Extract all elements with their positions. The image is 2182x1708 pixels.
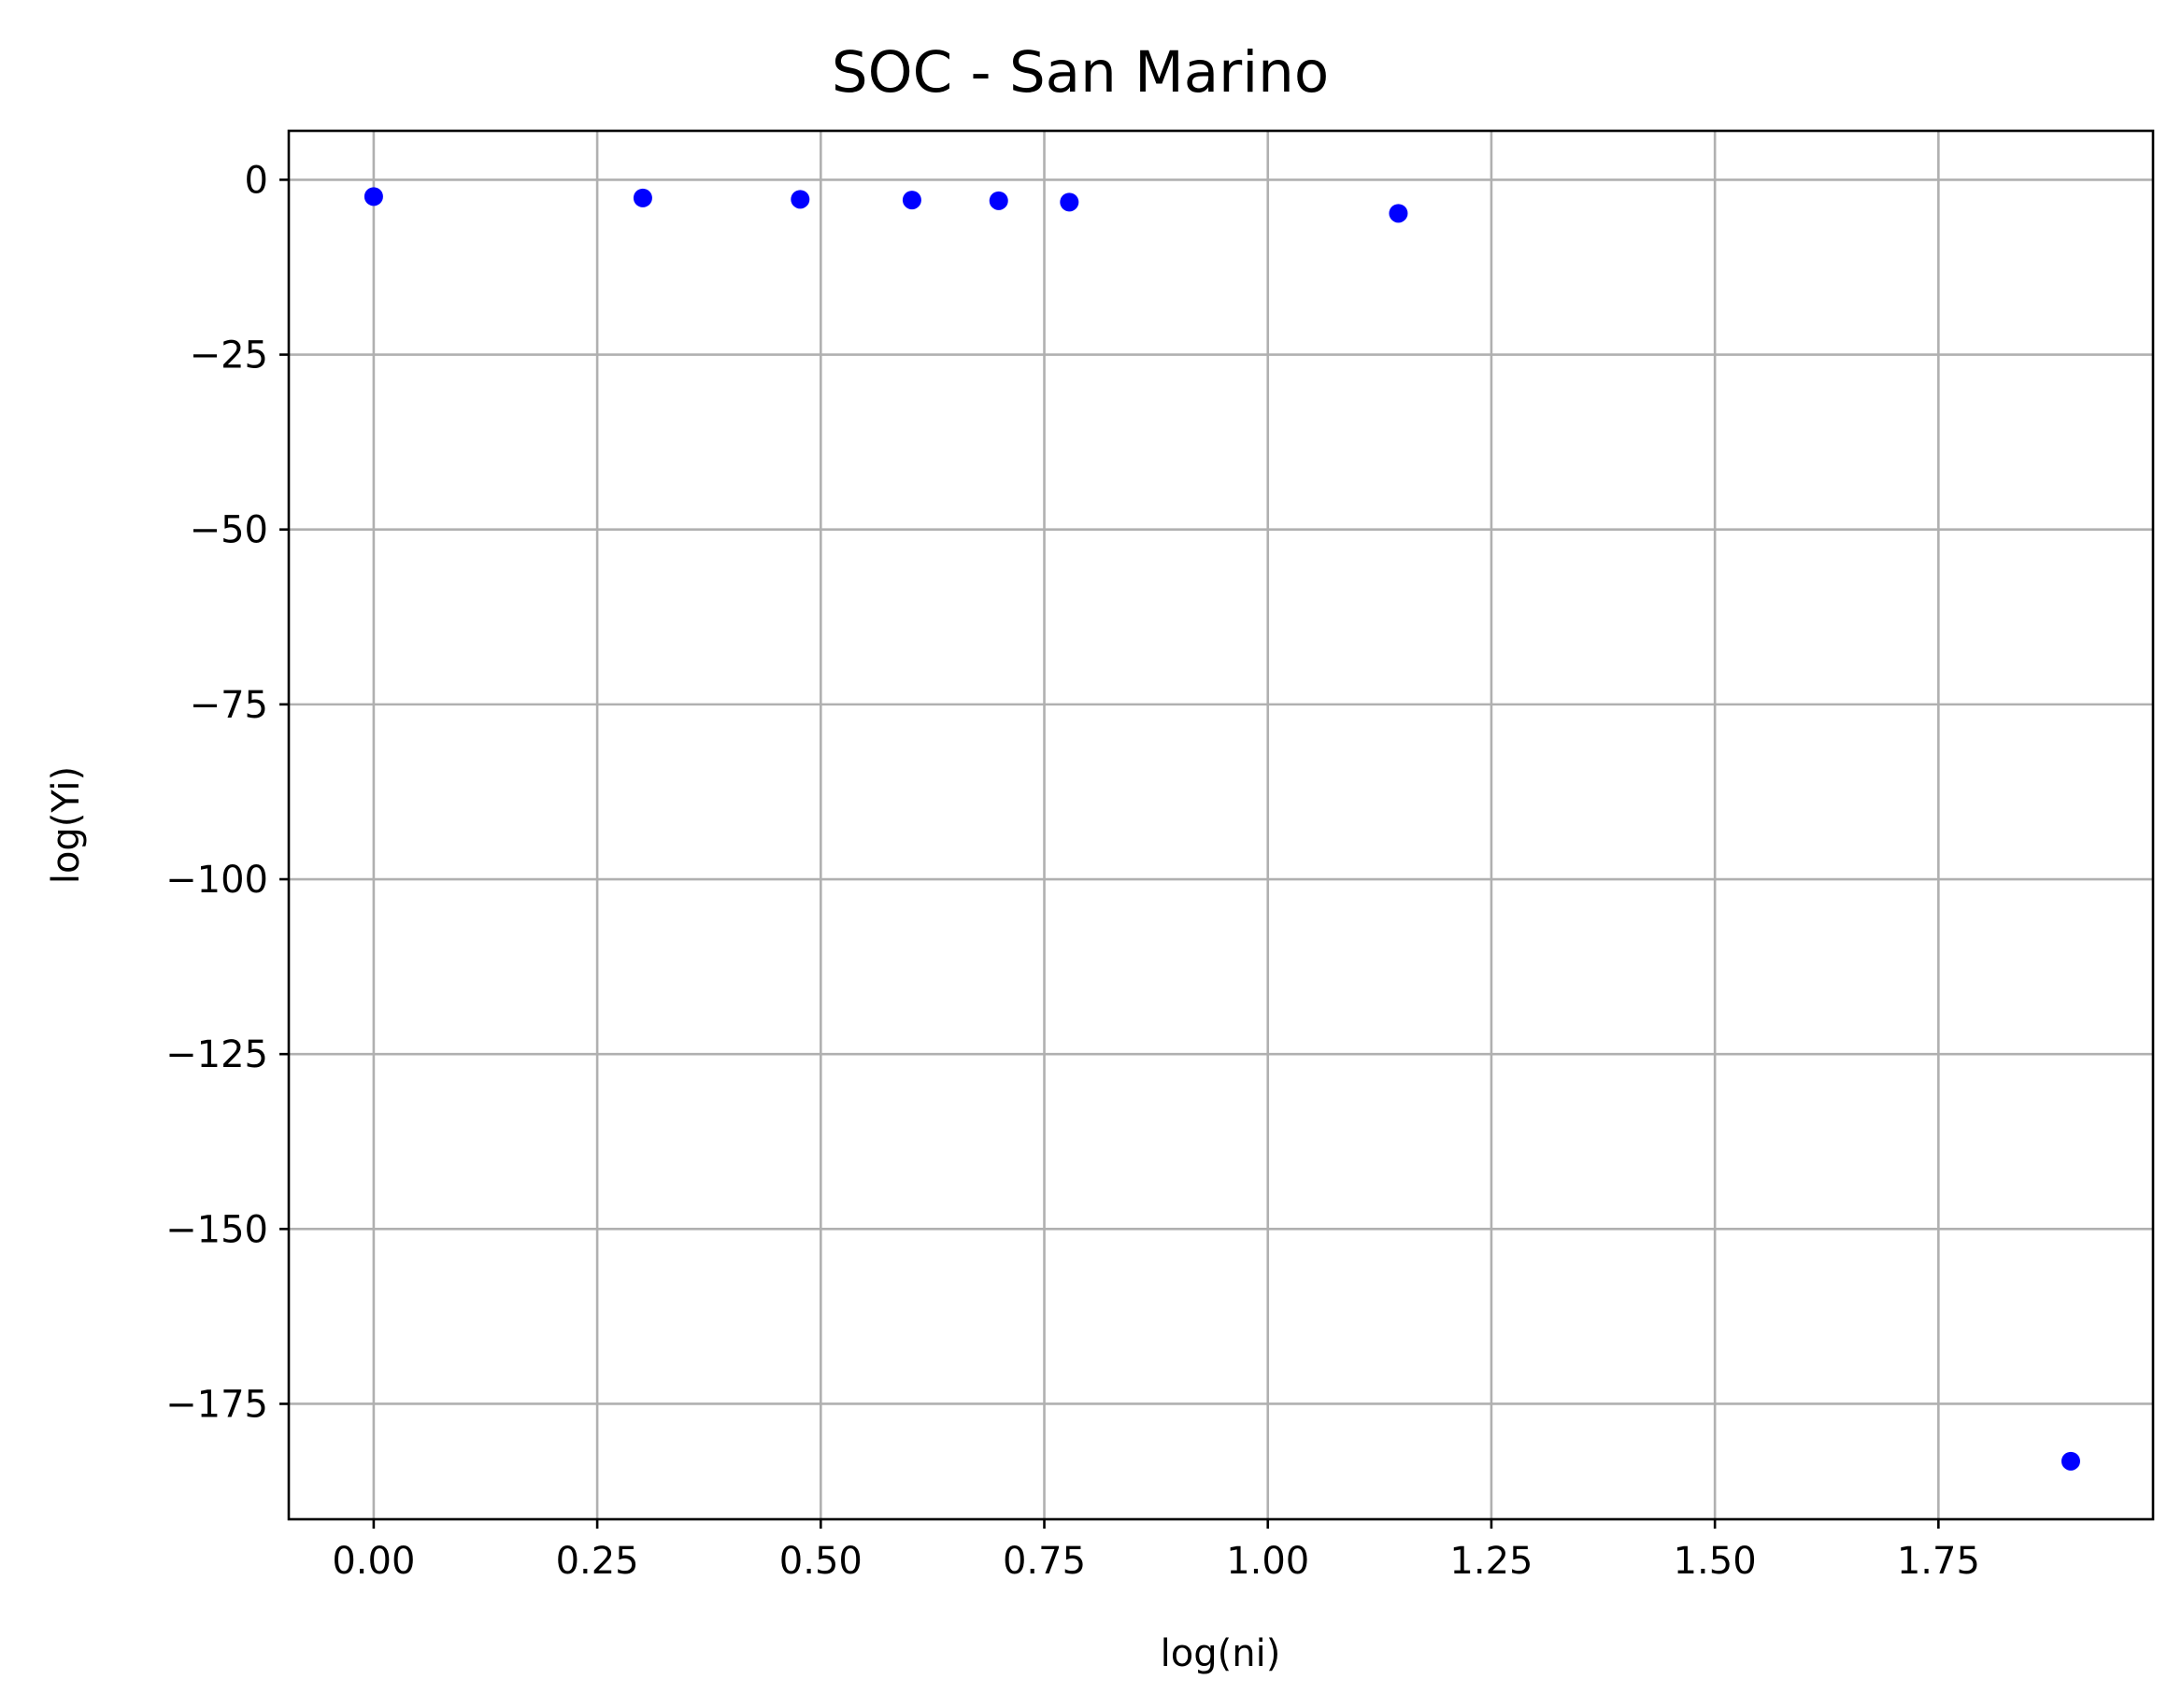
y-tick-label: −175 — [165, 1383, 268, 1426]
x-tick-label: 0.75 — [1003, 1540, 1086, 1583]
data-point — [989, 191, 1008, 210]
y-tick-label: −150 — [165, 1208, 268, 1251]
chart-title: SOC - San Marino — [832, 39, 1329, 106]
data-point — [1389, 204, 1408, 223]
x-tick-label: 0.00 — [332, 1540, 415, 1583]
x-tick-label: 1.25 — [1449, 1540, 1533, 1583]
data-point — [791, 190, 810, 209]
grid-lines — [289, 131, 2153, 1519]
x-tick-label: 0.25 — [556, 1540, 639, 1583]
y-tick-label: −125 — [165, 1033, 268, 1076]
axis-ticks: 0.00 0.25 0.50 0.75 1.00 1.25 1.50 1.75 0 −25 −50 −… — [165, 159, 1980, 1583]
y-tick-label: −75 — [190, 684, 268, 727]
data-point — [364, 187, 383, 206]
x-tick-label: 1.75 — [1897, 1540, 1980, 1583]
data-point — [1060, 192, 1079, 212]
x-tick-label: 0.50 — [779, 1540, 863, 1583]
y-tick-label: 0 — [245, 159, 268, 202]
x-tick-label: 1.00 — [1226, 1540, 1309, 1583]
x-axis-label: log(ni) — [1161, 1632, 1281, 1675]
data-point — [633, 188, 652, 207]
y-tick-label: −100 — [165, 859, 268, 902]
data-point — [2061, 1451, 2080, 1471]
y-axis-label: log(Yi) — [45, 766, 88, 884]
x-tick-label: 1.50 — [1674, 1540, 1757, 1583]
y-tick-label: −50 — [190, 509, 268, 552]
plot-frame — [287, 129, 2155, 1521]
y-tick-label: −25 — [190, 334, 268, 377]
data-points — [364, 187, 2080, 1471]
data-point — [902, 191, 921, 210]
